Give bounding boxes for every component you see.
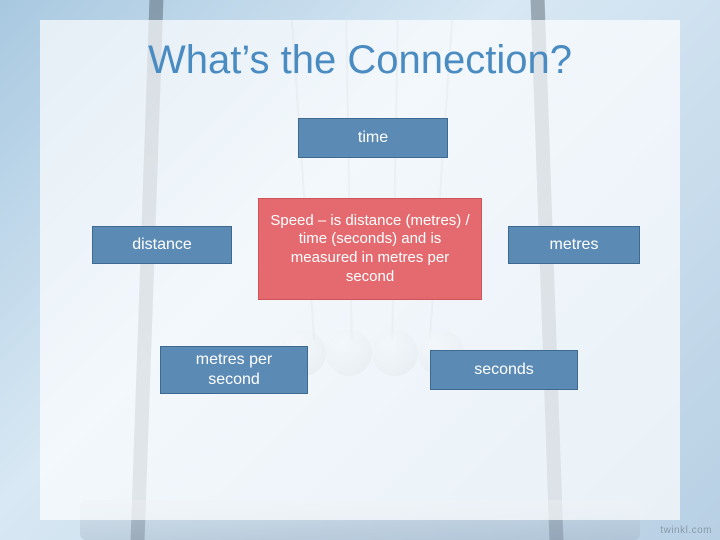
term-box-distance: distance: [92, 226, 232, 264]
term-box-metres: metres: [508, 226, 640, 264]
slide-title: What’s the Connection?: [40, 38, 680, 83]
slide-stage: What’s the Connection? time distance Spe…: [0, 0, 720, 540]
term-box-seconds: seconds: [430, 350, 578, 390]
term-box-metres-per-second: metres per second: [160, 346, 308, 394]
definition-box-speed: Speed – is distance (metres) / time (sec…: [258, 198, 482, 300]
term-box-time: time: [298, 118, 448, 158]
watermark: twinkl.com: [660, 525, 712, 536]
content-panel: What’s the Connection? time distance Spe…: [40, 20, 680, 520]
